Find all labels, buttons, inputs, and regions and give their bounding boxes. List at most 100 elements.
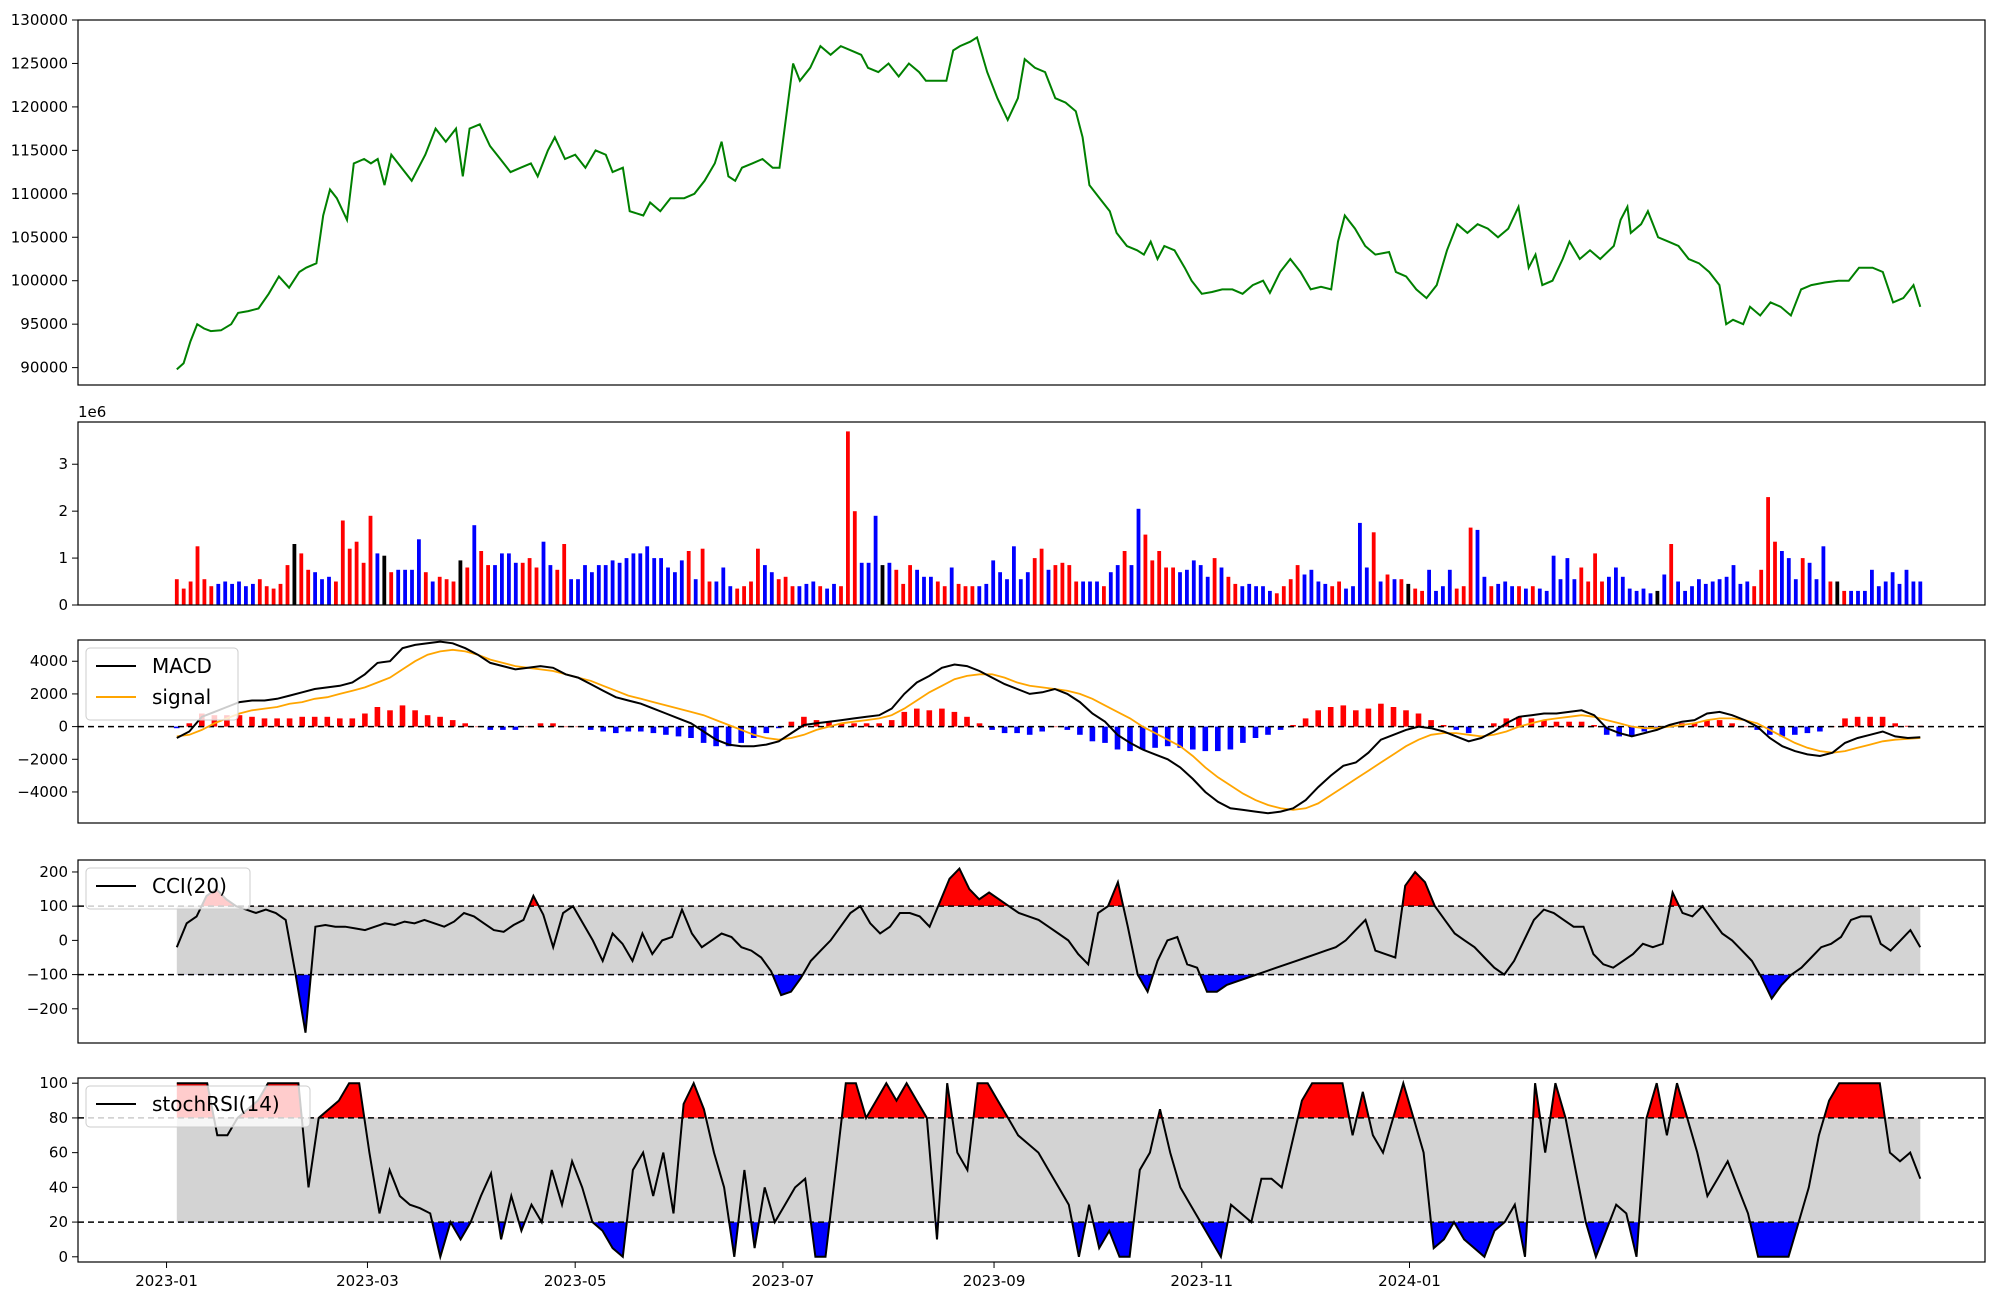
volume-bar (320, 579, 324, 605)
volume-bar (1773, 541, 1777, 605)
macd-histogram-bar (1001, 726, 1008, 734)
volume-bar (1821, 546, 1826, 605)
macd-histogram-bar (1052, 726, 1058, 728)
volume-bar (1883, 581, 1888, 605)
volume-bar (1136, 508, 1141, 605)
macd-histogram-bar (1478, 726, 1485, 729)
volume-bar (1226, 576, 1231, 605)
macd-histogram-bar (362, 713, 368, 727)
macd-histogram-bar (1516, 716, 1522, 727)
volume-bar (327, 576, 331, 605)
volume-bar (963, 586, 968, 605)
macd-histogram-bar (562, 726, 569, 728)
volume-bar (1607, 576, 1611, 605)
volume-bar (1517, 586, 1521, 605)
volume-bar (1441, 586, 1445, 605)
macd-histogram-bar (976, 723, 983, 727)
macd-histogram-bar (1754, 726, 1760, 730)
volume-bar (313, 572, 317, 605)
macd-histogram-bar (1591, 725, 1597, 727)
volume-bar (1503, 581, 1508, 605)
volume-bar (1060, 562, 1065, 605)
volume-bar (1669, 544, 1674, 605)
volume-bar (334, 581, 338, 605)
volume-bar (749, 581, 753, 605)
stochrsi-legend-box (85, 1085, 311, 1128)
volume-bar (1807, 562, 1812, 605)
volume-bar (1309, 569, 1314, 605)
volume-bar (763, 565, 767, 605)
macd-histogram-bar (1064, 726, 1071, 730)
volume-bar (1399, 579, 1404, 605)
volume-bar (804, 583, 809, 605)
cci-line (175, 866, 1922, 1033)
volume-bar (1524, 588, 1528, 605)
volume-bar (1579, 567, 1584, 605)
macd-histogram-bar (1867, 716, 1873, 727)
volume-bar (292, 544, 297, 605)
volume-bar (714, 581, 719, 605)
macd-histogram-bar (1315, 710, 1321, 727)
volume-bar (1143, 534, 1148, 605)
macd-histogram-bar (638, 726, 644, 732)
volume-bar (1108, 572, 1113, 605)
volume-bar (1046, 569, 1051, 605)
volume-bar (922, 576, 926, 605)
volume-bar (216, 583, 221, 605)
volume-bar (915, 569, 919, 605)
price-ytick-label: 130000 (11, 11, 68, 29)
macd-histogram-bar (1353, 710, 1359, 727)
macd-histogram-bar (1240, 726, 1246, 743)
volume-bar (548, 565, 553, 605)
macd-histogram-bar (337, 718, 343, 727)
volume-ytick-label: 1 (58, 549, 68, 567)
volume-bar (1067, 565, 1072, 605)
volume-bar (1330, 586, 1335, 605)
macd-histogram-bar (1892, 723, 1898, 727)
macd-histogram-bar (412, 710, 418, 727)
macd-histogram-bar (1127, 726, 1133, 752)
volume-bar (368, 515, 373, 605)
volume-bar (1191, 560, 1196, 605)
macd-histogram-bar (738, 726, 744, 743)
macd-histogram-bar (989, 726, 995, 730)
volume-bar (1614, 567, 1618, 605)
volume-bar (1288, 579, 1293, 605)
volume-ytick-label: 3 (58, 455, 68, 473)
volume-bar (887, 562, 892, 605)
macd-histogram-bar (901, 711, 908, 727)
volume-panel: 1e6 0 1 2 3 (58, 403, 1986, 614)
volume-plot-area (78, 422, 1985, 605)
macd-histogram-bar (173, 726, 180, 729)
volume-bar (1005, 579, 1009, 605)
volume-bar (1316, 581, 1321, 605)
macd-histogram-bar (249, 716, 255, 727)
volume-bar (340, 520, 345, 605)
volume-bar (209, 586, 214, 605)
volume-bar (583, 565, 587, 605)
volume-bar (624, 558, 629, 605)
price-ytick-label: 105000 (11, 228, 68, 246)
macd-histogram-bar (1616, 726, 1622, 737)
volume-bar (1164, 567, 1168, 605)
volume-bar (1565, 558, 1570, 605)
volume-bar (1102, 586, 1106, 605)
volume-bar (790, 586, 795, 605)
macd-histogram-bar (600, 726, 606, 732)
volume-bar (1274, 593, 1279, 605)
volume-bar (977, 586, 982, 605)
volume-bar (1122, 551, 1127, 605)
volume-bar (569, 579, 573, 605)
xtick-label: 2024-01 (1378, 1272, 1441, 1290)
volume-bar (603, 565, 608, 605)
volume-bar (728, 586, 733, 605)
volume-bar (991, 560, 996, 605)
macd-histogram-bar (1804, 726, 1811, 734)
volume-bar (347, 548, 352, 605)
macd-histogram-bar (700, 726, 707, 743)
volume-bar (756, 548, 760, 605)
volume-bar (1828, 581, 1833, 605)
volume-bar (1876, 586, 1881, 605)
volume-bar (859, 562, 864, 605)
xtick-label: 2023-01 (135, 1272, 198, 1290)
